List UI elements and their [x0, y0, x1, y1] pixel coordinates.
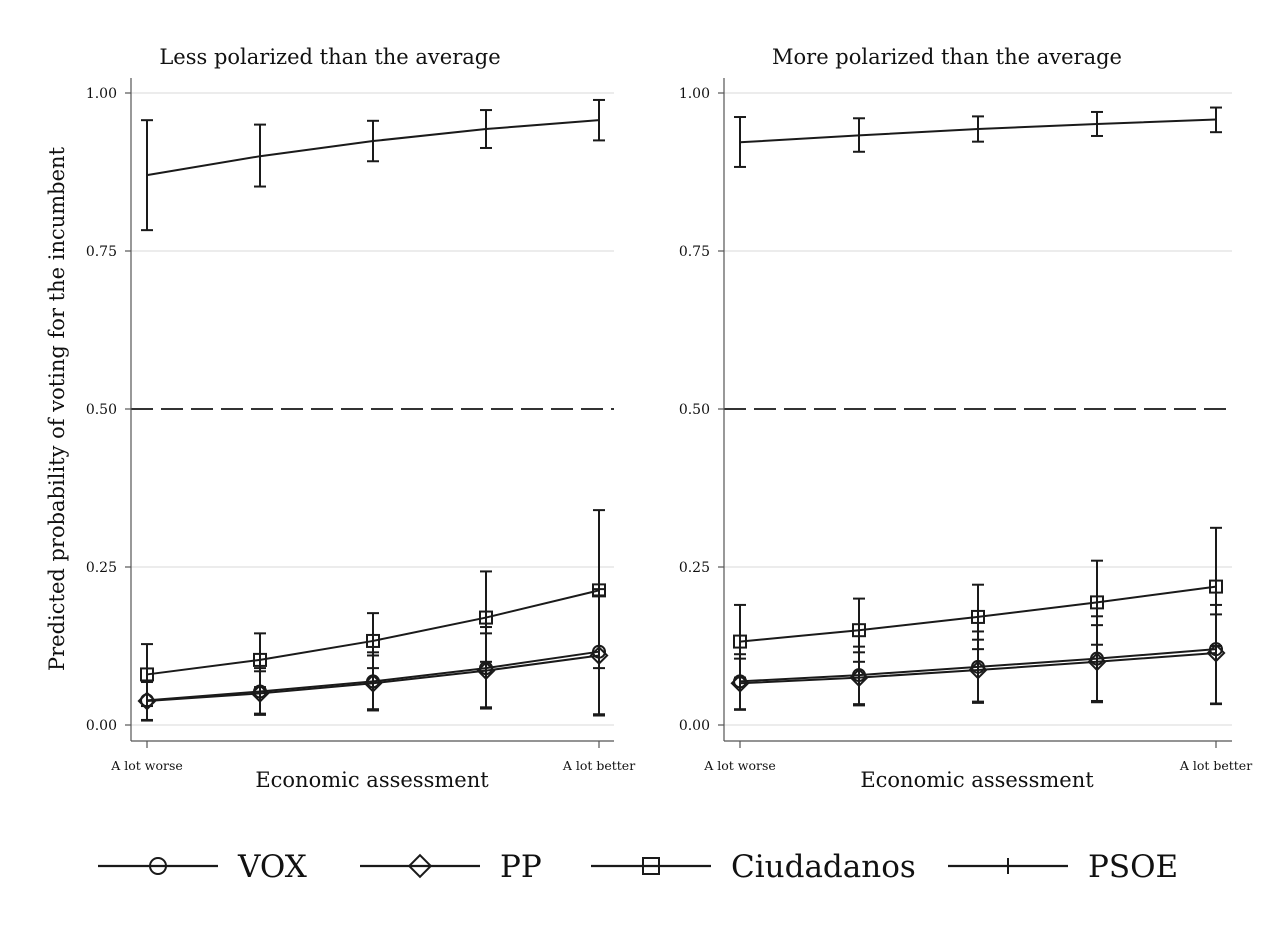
y-tick-label: 0.50: [86, 402, 117, 418]
data-point: [137, 691, 157, 711]
data-point: [1087, 652, 1107, 672]
panel-2: More polarized than the average 0.00 0.25 0…: [679, 45, 1252, 792]
data-point: [476, 661, 496, 681]
data-point: [968, 660, 988, 680]
legend-marker: [642, 857, 660, 875]
data-point: [730, 673, 750, 693]
data-point: [1209, 579, 1223, 594]
x-tick-label: A lot worse: [703, 758, 776, 773]
legend-label: PSOE: [1088, 849, 1178, 885]
series-line: [146, 589, 600, 676]
legend: VOX PP Ciudadanos PSOE: [98, 849, 1178, 885]
panel-1: Less polarized than the average 0.00 0.25 0…: [86, 45, 635, 792]
legend-label: Ciudadanos: [731, 849, 916, 885]
y-tick-label: 0.75: [86, 244, 117, 260]
panel-title: Less polarized than the average: [159, 45, 500, 69]
data-point: [1090, 595, 1104, 610]
series-line: [739, 651, 1217, 685]
legend-item-pp: PP: [360, 849, 542, 885]
data-point: [589, 645, 609, 665]
series-pp: [730, 613, 1226, 711]
series-line: [146, 654, 600, 702]
series-line: [739, 585, 1217, 643]
data-point: [250, 683, 270, 703]
data-point: [849, 668, 869, 688]
y-tick-label: 0.00: [679, 718, 710, 734]
series-pp: [137, 594, 609, 722]
data-point: [1206, 643, 1226, 663]
y-tick-label: 0.75: [679, 244, 710, 260]
x-axis-label: Economic assessment: [860, 768, 1094, 792]
x-tick-label: A lot better: [1179, 758, 1252, 773]
data-point: [852, 623, 866, 638]
data-point: [366, 633, 380, 648]
y-tick-label: 0.50: [679, 402, 710, 418]
series-psoe: [734, 106, 1222, 168]
x-tick-label: A lot better: [562, 758, 635, 773]
panel-title: More polarized than the average: [772, 45, 1122, 69]
y-axis-label: Predicted probability of voting for the …: [45, 146, 69, 671]
x-tick-label: A lot worse: [110, 758, 183, 773]
y-tick-label: 1.00: [86, 86, 117, 102]
x-axis-label: Economic assessment: [255, 768, 489, 792]
y-tick-label: 1.00: [679, 86, 710, 102]
data-point: [363, 673, 383, 693]
legend-item-ciudadanos: Ciudadanos: [591, 849, 916, 885]
legend-item-psoe: PSOE: [948, 849, 1178, 885]
data-point: [253, 652, 267, 667]
legend-label: PP: [500, 849, 542, 885]
y-tick-label: 0.00: [86, 718, 117, 734]
legend-label: VOX: [237, 849, 307, 885]
data-point: [971, 609, 985, 624]
legend-item-vox: VOX: [98, 849, 307, 885]
legend-marker: [149, 857, 167, 875]
data-point: [479, 610, 493, 625]
data-point: [733, 634, 747, 649]
series-psoe: [141, 98, 605, 232]
y-tick-label: 0.25: [86, 560, 117, 576]
legend-marker: [407, 853, 433, 879]
y-tick-label: 0.25: [679, 560, 710, 576]
